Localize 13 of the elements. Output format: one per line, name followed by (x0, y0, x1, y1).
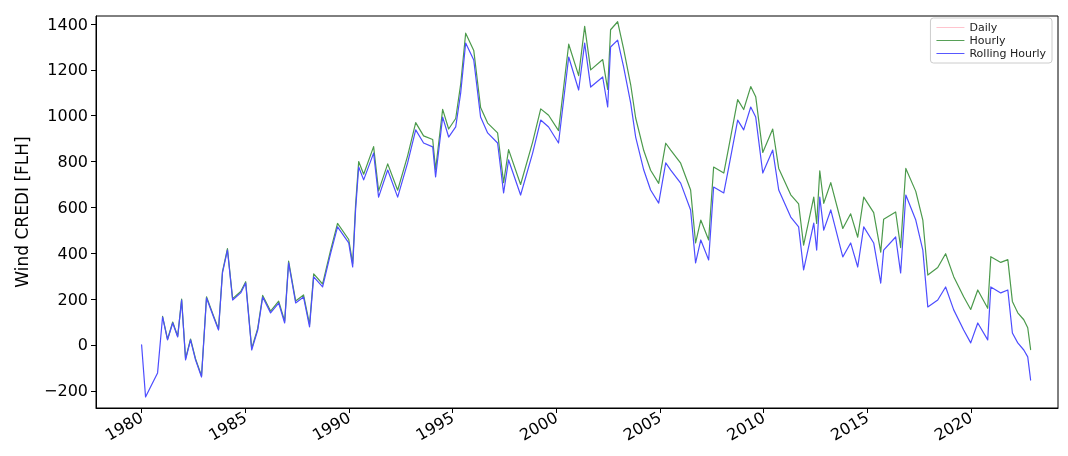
y-axis-title: Wind CREDI [FLH] (11, 136, 32, 288)
y-tick-label: 400 (57, 243, 88, 263)
y-tick-label: 800 (57, 152, 88, 172)
y-tick-label: 1000 (47, 106, 88, 126)
y-tick-label: 1400 (47, 14, 88, 34)
y-tick-label: 1200 (47, 60, 88, 80)
y-tick-label: −200 (44, 381, 88, 401)
legend-label: Hourly (969, 34, 1006, 47)
legend-label: Daily (969, 21, 998, 34)
legend-label: Rolling Hourly (969, 47, 1047, 60)
y-tick-label: 0 (77, 335, 88, 355)
y-tick-label: 600 (57, 197, 88, 217)
y-tick-label: 200 (57, 289, 88, 309)
